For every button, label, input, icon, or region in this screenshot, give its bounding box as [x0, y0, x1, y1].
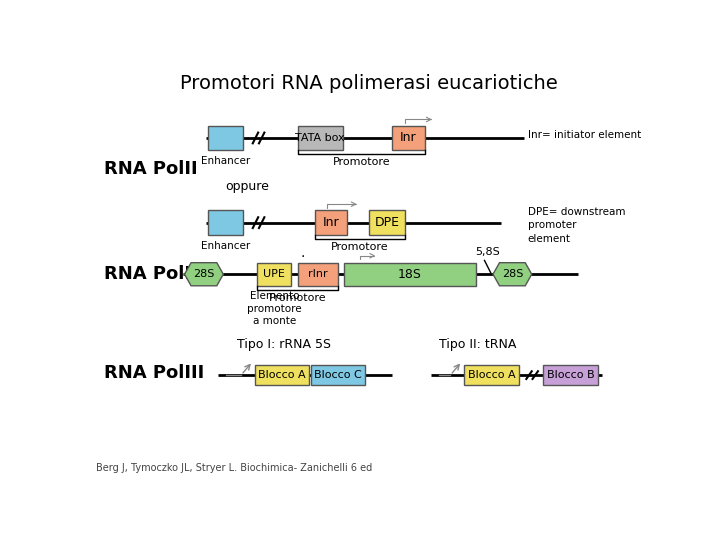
Text: Elemento
promotore
a monte: Elemento promotore a monte — [247, 291, 302, 326]
FancyBboxPatch shape — [256, 262, 291, 286]
Text: UPE: UPE — [263, 269, 284, 279]
Text: Blocco B: Blocco B — [546, 370, 594, 380]
Text: Inr: Inr — [400, 131, 417, 144]
Text: Tipo I: rRNA 5S: Tipo I: rRNA 5S — [238, 338, 331, 351]
Text: TATA box: TATA box — [295, 133, 345, 143]
Text: Inr= initiator element: Inr= initiator element — [528, 130, 641, 140]
Text: .: . — [301, 246, 305, 260]
Text: 28S: 28S — [502, 269, 523, 279]
Text: Promotore: Promotore — [331, 242, 389, 252]
Text: Promotore: Promotore — [333, 157, 390, 167]
FancyBboxPatch shape — [297, 126, 343, 150]
FancyBboxPatch shape — [297, 262, 338, 286]
Text: RNA PolIII: RNA PolIII — [104, 364, 204, 382]
Text: 5,8S: 5,8S — [475, 247, 500, 257]
Text: RNA PolII: RNA PolII — [104, 160, 197, 178]
Text: Promotore: Promotore — [269, 293, 326, 303]
Text: Blocco C: Blocco C — [314, 370, 362, 380]
FancyBboxPatch shape — [208, 126, 243, 150]
FancyBboxPatch shape — [255, 365, 310, 385]
Text: Inr: Inr — [323, 216, 339, 229]
Text: Blocco A: Blocco A — [467, 370, 516, 380]
Text: Blocco A: Blocco A — [258, 370, 306, 380]
FancyBboxPatch shape — [392, 126, 425, 150]
Text: 18S: 18S — [398, 268, 422, 281]
Text: Promotori RNA polimerasi eucariotiche: Promotori RNA polimerasi eucariotiche — [180, 74, 558, 93]
FancyBboxPatch shape — [315, 211, 347, 235]
Text: Enhancer: Enhancer — [201, 241, 251, 251]
FancyBboxPatch shape — [544, 365, 598, 385]
Polygon shape — [184, 262, 223, 286]
Text: 28S: 28S — [193, 269, 215, 279]
Text: rInr: rInr — [308, 269, 328, 279]
FancyBboxPatch shape — [464, 365, 518, 385]
Text: RNA PolI: RNA PolI — [104, 265, 191, 284]
Text: Enhancer: Enhancer — [201, 157, 251, 166]
Polygon shape — [493, 262, 532, 286]
FancyBboxPatch shape — [208, 211, 243, 235]
Text: DPE: DPE — [374, 216, 400, 229]
Text: DPE= downstream
promoter
element: DPE= downstream promoter element — [528, 207, 626, 244]
FancyBboxPatch shape — [369, 211, 405, 235]
Text: Tipo II: tRNA: Tipo II: tRNA — [438, 338, 516, 351]
Text: oppure: oppure — [225, 180, 269, 193]
FancyBboxPatch shape — [311, 365, 365, 385]
Text: Berg J, Tymoczko JL, Stryer L. Biochimica- Zanichelli 6 ed: Berg J, Tymoczko JL, Stryer L. Biochimic… — [96, 463, 372, 473]
FancyBboxPatch shape — [344, 262, 476, 286]
